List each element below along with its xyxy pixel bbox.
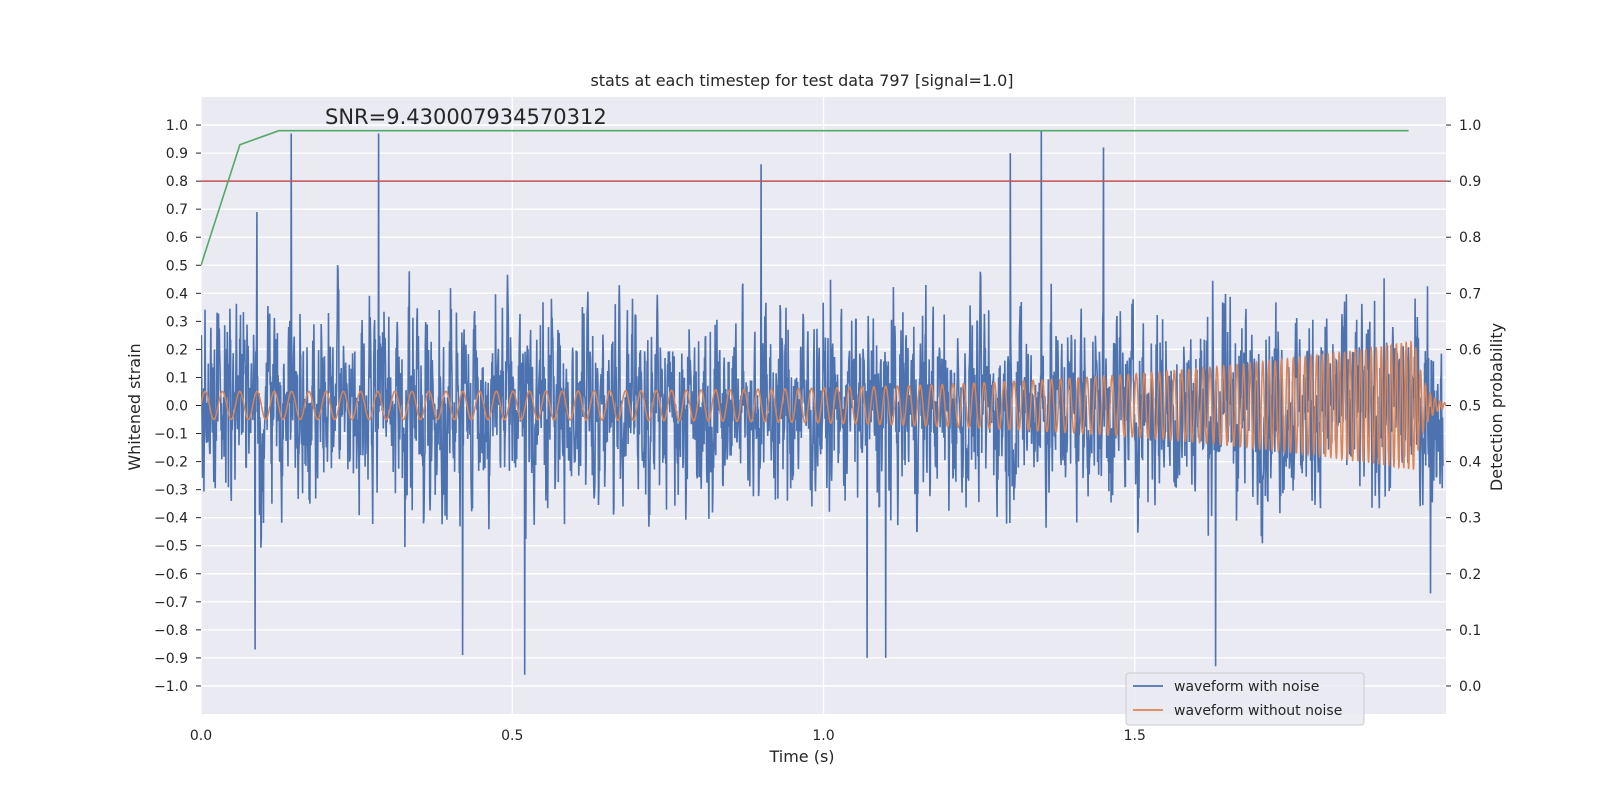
y2-tick-label: 0.8 <box>1459 230 1481 246</box>
x-axis-ticks: 0.0 0.5 1.0 1.5 <box>190 728 1146 744</box>
chart-title: stats at each timestep for test data 797… <box>590 71 1013 90</box>
y-tick-label: 0.7 <box>166 202 188 218</box>
y-tick-label: −0.6 <box>154 567 188 583</box>
y2-tick-label: 1.0 <box>1459 118 1481 134</box>
legend-label-waveform-without-noise: waveform without noise <box>1174 703 1342 719</box>
y2-axis-label: Detection probability <box>1487 323 1506 491</box>
x-tick-label: 0.0 <box>190 728 212 744</box>
series-line-detection-probability <box>201 129 1409 266</box>
y-tick-label: 0.2 <box>166 342 188 358</box>
y2-tick-label: 0.5 <box>1459 399 1481 415</box>
legend-box <box>1125 672 1365 726</box>
y2-tick-label: 0.1 <box>1459 623 1481 639</box>
y-tick-label: 0.4 <box>166 286 188 302</box>
y2-axis-ticks: 0.0 0.1 0.2 0.3 0.4 0.5 0.6 0.7 0.8 0.9 1.0 <box>1446 118 1481 695</box>
y-tick-label: −1.0 <box>154 679 188 695</box>
y-tick-label: −0.9 <box>154 651 188 667</box>
y2-tick-label: 0.7 <box>1459 286 1481 302</box>
y-tick-label: 0.3 <box>166 314 188 330</box>
y-tick-label: −0.4 <box>154 511 188 527</box>
y-tick-label: −0.5 <box>154 539 188 555</box>
y2-tick-label: 0.3 <box>1459 511 1481 527</box>
y-axis-ticks: −1.0 −0.9 −0.8 −0.7 −0.6 −0.5 −0.4 −0.3 −0.2 −0.1… <box>154 118 201 695</box>
y-tick-label: −0.8 <box>154 623 188 639</box>
y2-tick-label: 0.4 <box>1459 455 1481 471</box>
x-tick-label: 1.0 <box>812 728 834 744</box>
x-tick-label: 0.5 <box>501 728 523 744</box>
y-tick-label: −0.3 <box>154 483 188 499</box>
y2-tick-label: 0.2 <box>1459 567 1481 583</box>
y2-tick-label: 0.0 <box>1459 679 1481 695</box>
y-tick-label: 0.1 <box>166 370 188 386</box>
y-axis-label: Whitened strain <box>125 343 144 470</box>
y-tick-label: −0.1 <box>154 427 188 443</box>
y-tick-label: 1.0 <box>166 118 188 134</box>
y-tick-label: −0.7 <box>154 595 188 611</box>
snr-annotation: SNR=9.430007934570312 <box>325 105 607 129</box>
y-tick-label: 0.9 <box>166 146 188 162</box>
y-tick-label: 0.8 <box>166 174 188 190</box>
y-tick-label: 0.0 <box>166 399 188 415</box>
y-tick-label: 0.6 <box>166 230 188 246</box>
y2-tick-label: 0.6 <box>1459 342 1481 358</box>
x-axis-label: Time (s) <box>768 747 834 766</box>
series-line-waveform-with-noise <box>201 130 1444 675</box>
legend: waveform with noise waveform without noi… <box>1125 672 1365 726</box>
y2-tick-label: 0.9 <box>1459 174 1481 190</box>
x-tick-label: 1.5 <box>1124 728 1146 744</box>
y-tick-label: 0.5 <box>166 258 188 274</box>
series-line-waveform-without-noise <box>201 340 1446 470</box>
legend-label-waveform-with-noise: waveform with noise <box>1174 679 1319 695</box>
y-tick-label: −0.2 <box>154 455 188 471</box>
